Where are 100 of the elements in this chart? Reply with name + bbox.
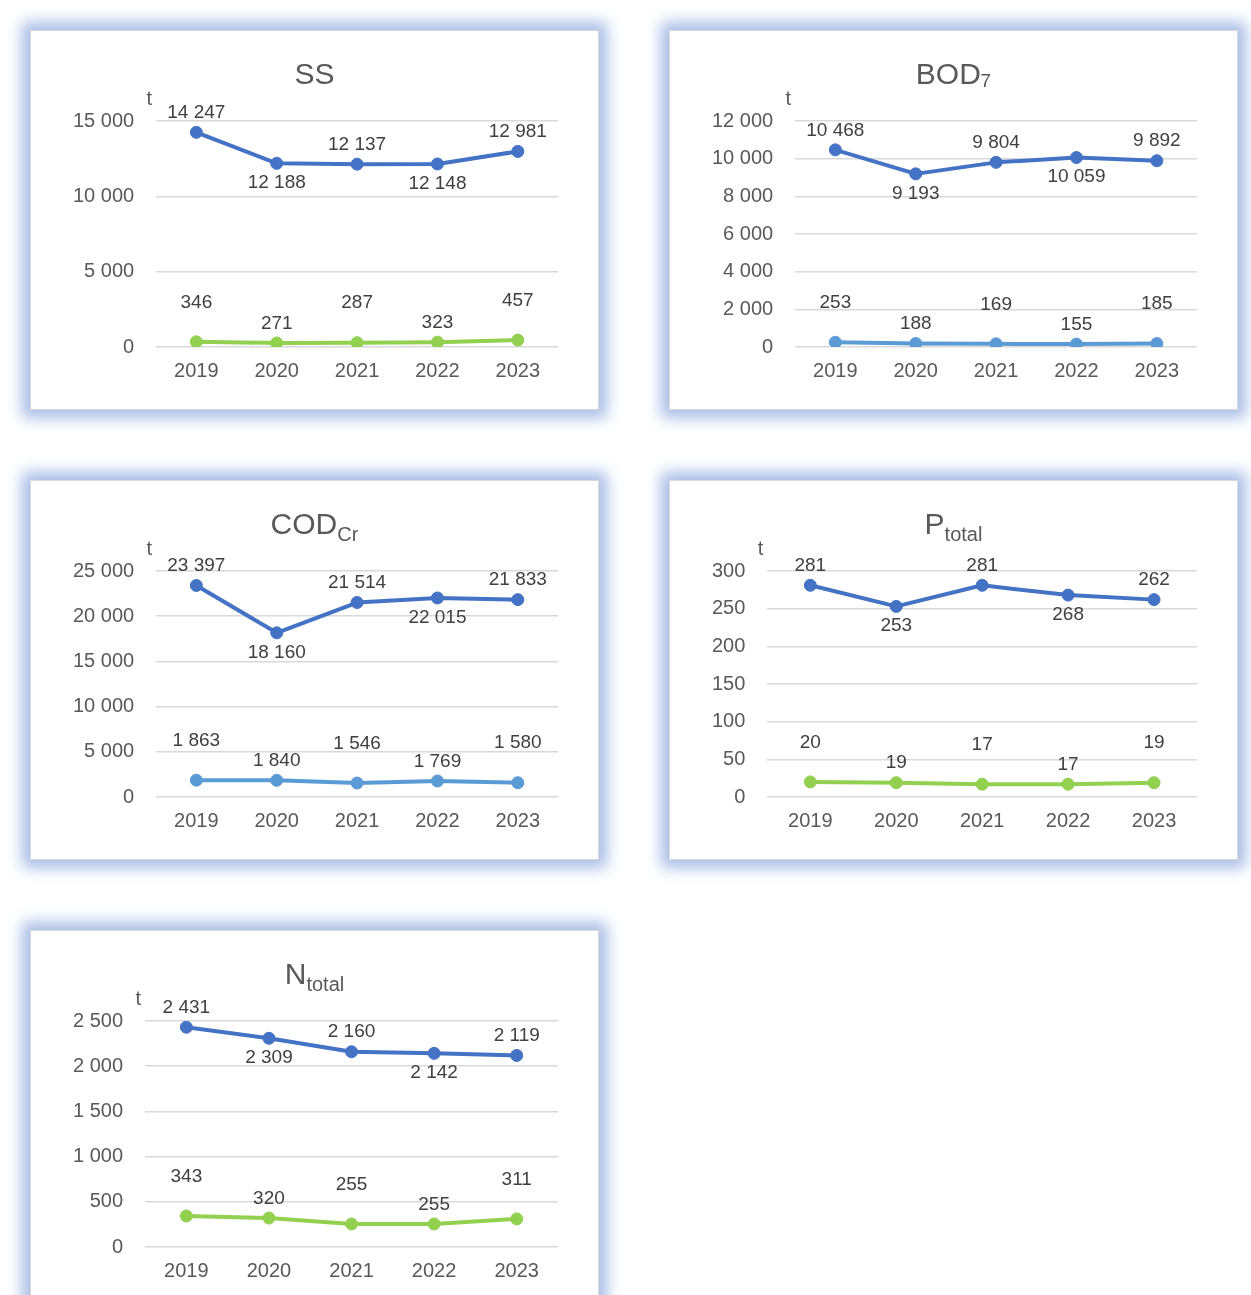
x-tick-label: 2019 [788, 808, 833, 831]
y-axis-title: t [135, 986, 142, 1009]
data-label: 12 148 [408, 171, 467, 193]
y-tick-label: 0 [123, 334, 135, 357]
y-tick-label: 8 000 [723, 183, 774, 206]
point [189, 335, 203, 347]
x-tick-label: 2022 [1054, 358, 1099, 381]
data-label: 12 137 [328, 132, 387, 154]
point [975, 777, 989, 791]
point [270, 626, 284, 640]
point [1150, 337, 1164, 347]
data-label: 2 431 [162, 995, 211, 1017]
x-tick-label: 2019 [174, 358, 219, 381]
data-label: 2 160 [327, 1020, 376, 1042]
data-label: 253 [880, 614, 913, 636]
data-label: 17 [971, 732, 993, 754]
x-tick-label: 2020 [254, 808, 299, 831]
point [350, 336, 364, 347]
data-label: 155 [1060, 312, 1093, 334]
y-tick-label: 5 000 [84, 259, 135, 282]
point [1069, 151, 1083, 165]
point [510, 1212, 524, 1226]
y-tick-label: 2 000 [723, 296, 774, 319]
point [350, 596, 364, 610]
data-label: 1 863 [172, 728, 221, 750]
point [1061, 588, 1075, 602]
data-label: 21 833 [488, 568, 547, 590]
y-tick-label: 10 000 [73, 183, 135, 206]
y-tick-label: 15 000 [73, 108, 135, 131]
y-tick-label: 50 [723, 746, 746, 769]
y-tick-label: 10 000 [712, 146, 774, 169]
point [975, 578, 989, 592]
y-tick-label: 10 000 [73, 694, 135, 717]
data-label: 346 [180, 290, 213, 312]
chart-title: BOD₇ [915, 57, 992, 90]
point [430, 157, 444, 171]
x-tick-label: 2019 [164, 1258, 209, 1281]
point [889, 599, 903, 613]
data-label: 255 [335, 1172, 368, 1194]
y-tick-label: 20 000 [73, 603, 135, 626]
data-label: 323 [421, 310, 454, 332]
data-label: 12 981 [488, 120, 547, 142]
y-axis-title: t [146, 536, 153, 559]
x-tick-label: 2023 [494, 1258, 539, 1281]
data-label: 10 059 [1047, 165, 1106, 187]
chart-title: SS [294, 57, 335, 90]
y-tick-label: 500 [89, 1189, 124, 1212]
data-label: 255 [418, 1192, 450, 1214]
x-tick-label: 2020 [893, 358, 938, 381]
data-label: 1 546 [333, 731, 381, 753]
data-label: 1 580 [494, 731, 542, 753]
x-tick-label: 2022 [1045, 808, 1091, 831]
data-label: 169 [980, 292, 1012, 314]
y-tick-label: 2 500 [72, 1008, 124, 1031]
point [270, 773, 284, 787]
y-tick-label: 100 [711, 709, 746, 732]
data-label: 311 [501, 1167, 532, 1189]
x-tick-label: 2020 [254, 358, 299, 381]
y-tick-label: 15 000 [73, 648, 135, 671]
data-label: 287 [341, 291, 373, 313]
point [803, 578, 817, 592]
data-label: 20 [799, 730, 821, 752]
point [179, 1021, 193, 1034]
data-label: 9 193 [891, 181, 940, 203]
point [909, 167, 923, 181]
point [828, 335, 842, 347]
point [430, 335, 444, 347]
point [1147, 593, 1161, 607]
y-tick-label: 1 000 [72, 1144, 124, 1167]
point [189, 125, 203, 139]
y-tick-label: 0 [762, 334, 774, 357]
x-tick-label: 2023 [495, 808, 541, 831]
point [350, 776, 364, 790]
y-tick-label: 250 [711, 596, 746, 619]
data-label: 14 247 [167, 101, 226, 123]
y-tick-label: 0 [123, 784, 135, 807]
point [270, 336, 284, 347]
chart-title: P$_{total}$ [924, 507, 983, 545]
data-label: 320 [253, 1186, 285, 1208]
y-axis-title: t [146, 86, 153, 109]
y-tick-label: 1 500 [72, 1098, 124, 1121]
x-tick-label: 2023 [1134, 358, 1180, 381]
point [430, 591, 444, 605]
y-tick-label: 200 [711, 633, 746, 656]
point [511, 144, 525, 158]
point [803, 775, 817, 789]
x-tick-label: 2020 [246, 1258, 292, 1281]
point [1061, 777, 1075, 791]
data-label: 1 840 [252, 749, 301, 771]
data-label: 262 [1138, 568, 1170, 590]
point [262, 1211, 276, 1225]
point [511, 776, 525, 790]
data-label: 22 015 [408, 605, 467, 627]
point [262, 1031, 276, 1045]
y-tick-label: 0 [734, 784, 746, 807]
data-label: 457 [501, 288, 534, 310]
data-label: 19 [1143, 731, 1165, 753]
data-label: 17 [1057, 752, 1079, 774]
y-tick-label: 25 000 [73, 558, 135, 581]
data-label: 2 142 [410, 1061, 458, 1083]
